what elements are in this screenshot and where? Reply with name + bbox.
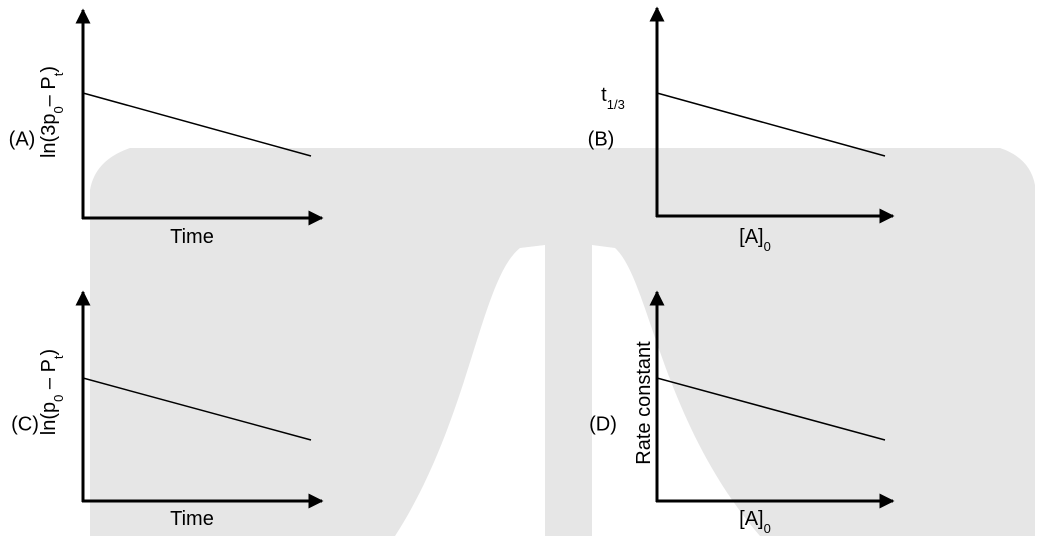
text-part: ln(p	[38, 402, 60, 435]
trend-line	[657, 93, 885, 156]
figure: (A)ln(3p0– Pt)Time(B)t1/3[A]0(C)ln(p0 – …	[0, 0, 1037, 536]
panel-label: (D)	[589, 413, 617, 435]
panel-label: (C)	[11, 413, 39, 435]
trend-line	[83, 93, 311, 156]
text-part: )	[38, 66, 60, 73]
subscript: 0	[51, 395, 66, 402]
y-axis-label: Rate constant	[633, 341, 655, 465]
x-axis-label: Time	[170, 226, 214, 248]
text-part: )	[38, 349, 60, 356]
text-part: Time	[170, 226, 214, 248]
subscript: 0	[51, 106, 66, 113]
text-part: [A]	[739, 226, 763, 248]
text-part: [A]	[739, 508, 763, 530]
text-part: – P	[38, 359, 60, 395]
y-axis-label: ln(p0 – Pt)	[38, 349, 66, 435]
x-axis-label: Time	[170, 508, 214, 530]
text-part: Time	[170, 508, 214, 530]
watermark	[90, 148, 1035, 536]
subscript: 1/3	[607, 97, 625, 112]
y-axis-label: ln(3p0– Pt)	[38, 66, 66, 158]
y-axis-label: t1/3	[601, 84, 625, 112]
subscript: 0	[764, 521, 771, 536]
subscript: 0	[764, 239, 771, 254]
panel-label: (A)	[9, 128, 36, 150]
page: (A)ln(3p0– Pt)Time(B)t1/3[A]0(C)ln(p0 – …	[0, 0, 1037, 536]
text-part: ln(3p	[38, 114, 60, 158]
text-part: – P	[38, 76, 60, 106]
panel-label: (B)	[588, 128, 615, 150]
text-part: Rate constant	[633, 341, 655, 465]
